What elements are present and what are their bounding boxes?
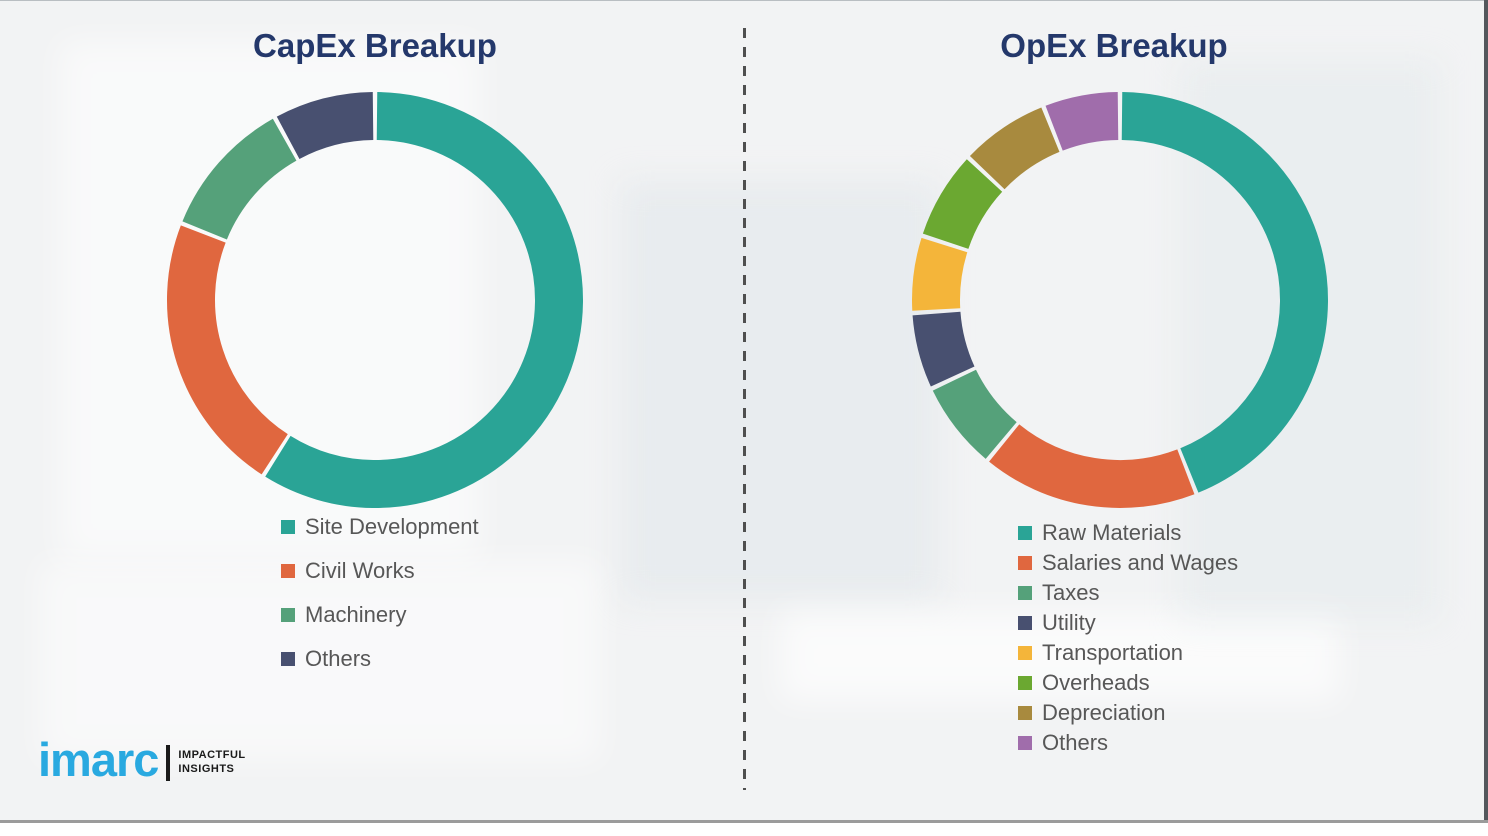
capex-donut-chart xyxy=(167,92,583,509)
donut-segment-site-development xyxy=(167,92,583,508)
legend-item: Machinery xyxy=(281,600,479,630)
imarc-logo-divider-bar xyxy=(166,744,171,781)
legend-swatch xyxy=(1018,526,1032,540)
donut-segment-transportation xyxy=(912,92,1328,508)
slide-bottom-edge xyxy=(0,820,1488,823)
legend-label: Others xyxy=(305,646,372,671)
legend-item: Taxes xyxy=(1018,578,1238,608)
legend-item: Utility xyxy=(1018,608,1238,638)
legend-swatch xyxy=(1018,736,1032,750)
legend-swatch xyxy=(1018,586,1032,600)
imarc-logo: imarc IMPACTFUL INSIGHTS xyxy=(38,736,246,783)
legend-item: Others xyxy=(1018,728,1238,758)
legend-item: Civil Works xyxy=(281,556,479,586)
legend-label: Taxes xyxy=(1042,580,1100,605)
donut-segment-depreciation xyxy=(912,92,1328,508)
slide-right-edge xyxy=(1484,0,1488,822)
donut-segment-raw-materials xyxy=(912,92,1328,508)
donut-segment-utility xyxy=(912,92,1328,508)
legend-label: Overheads xyxy=(1042,670,1150,695)
legend-item: Depreciation xyxy=(1018,698,1238,728)
legend-swatch xyxy=(1018,556,1032,570)
donut-segment-machinery xyxy=(167,92,583,509)
legend-label: Others xyxy=(1042,730,1109,755)
background-watermark xyxy=(620,181,940,601)
legend-item: Raw Materials xyxy=(1018,518,1238,548)
legend-swatch xyxy=(281,608,295,622)
legend-swatch xyxy=(1018,706,1032,720)
legend-label: Site Development xyxy=(305,514,479,539)
legend-label: Utility xyxy=(1042,610,1096,635)
legend-swatch xyxy=(281,564,295,578)
opex-chart-title: OpEx Breakup xyxy=(1000,27,1228,64)
capex-chart-title: CapEx Breakup xyxy=(253,27,497,64)
legend-label: Civil Works xyxy=(305,558,415,583)
opex-donut-chart xyxy=(912,92,1329,509)
capex-legend: Site Development Civil Works Machinery O… xyxy=(281,512,479,688)
donut-segment-taxes xyxy=(912,92,1328,508)
imarc-logo-wordmark: imarc xyxy=(38,733,159,786)
donut-segment-civil-works xyxy=(167,92,583,508)
legend-label: Machinery xyxy=(305,602,407,627)
donut-segment-salaries-and-wages xyxy=(912,92,1329,508)
opex-legend: Raw Materials Salaries and Wages Taxes U… xyxy=(1018,518,1238,758)
legend-swatch xyxy=(1018,646,1032,660)
legend-label: Depreciation xyxy=(1042,700,1166,725)
legend-item: Site Development xyxy=(281,512,479,542)
donut-segment-others xyxy=(912,92,1328,508)
donut-segment-overheads xyxy=(912,92,1328,509)
legend-label: Raw Materials xyxy=(1042,520,1182,545)
legend-label: Salaries and Wages xyxy=(1042,550,1239,575)
legend-swatch xyxy=(1018,676,1032,690)
divider-dashed-line xyxy=(743,28,746,790)
imarc-logo-tagline: IMPACTFUL INSIGHTS xyxy=(178,749,246,775)
legend-swatch xyxy=(281,652,295,666)
legend-item: Overheads xyxy=(1018,668,1238,698)
legend-swatch xyxy=(281,520,295,534)
legend-label: Transportation xyxy=(1042,640,1184,665)
legend-item: Salaries and Wages xyxy=(1018,548,1238,578)
legend-item: Transportation xyxy=(1018,638,1238,668)
legend-item: Others xyxy=(281,644,479,674)
legend-swatch xyxy=(1018,616,1032,630)
